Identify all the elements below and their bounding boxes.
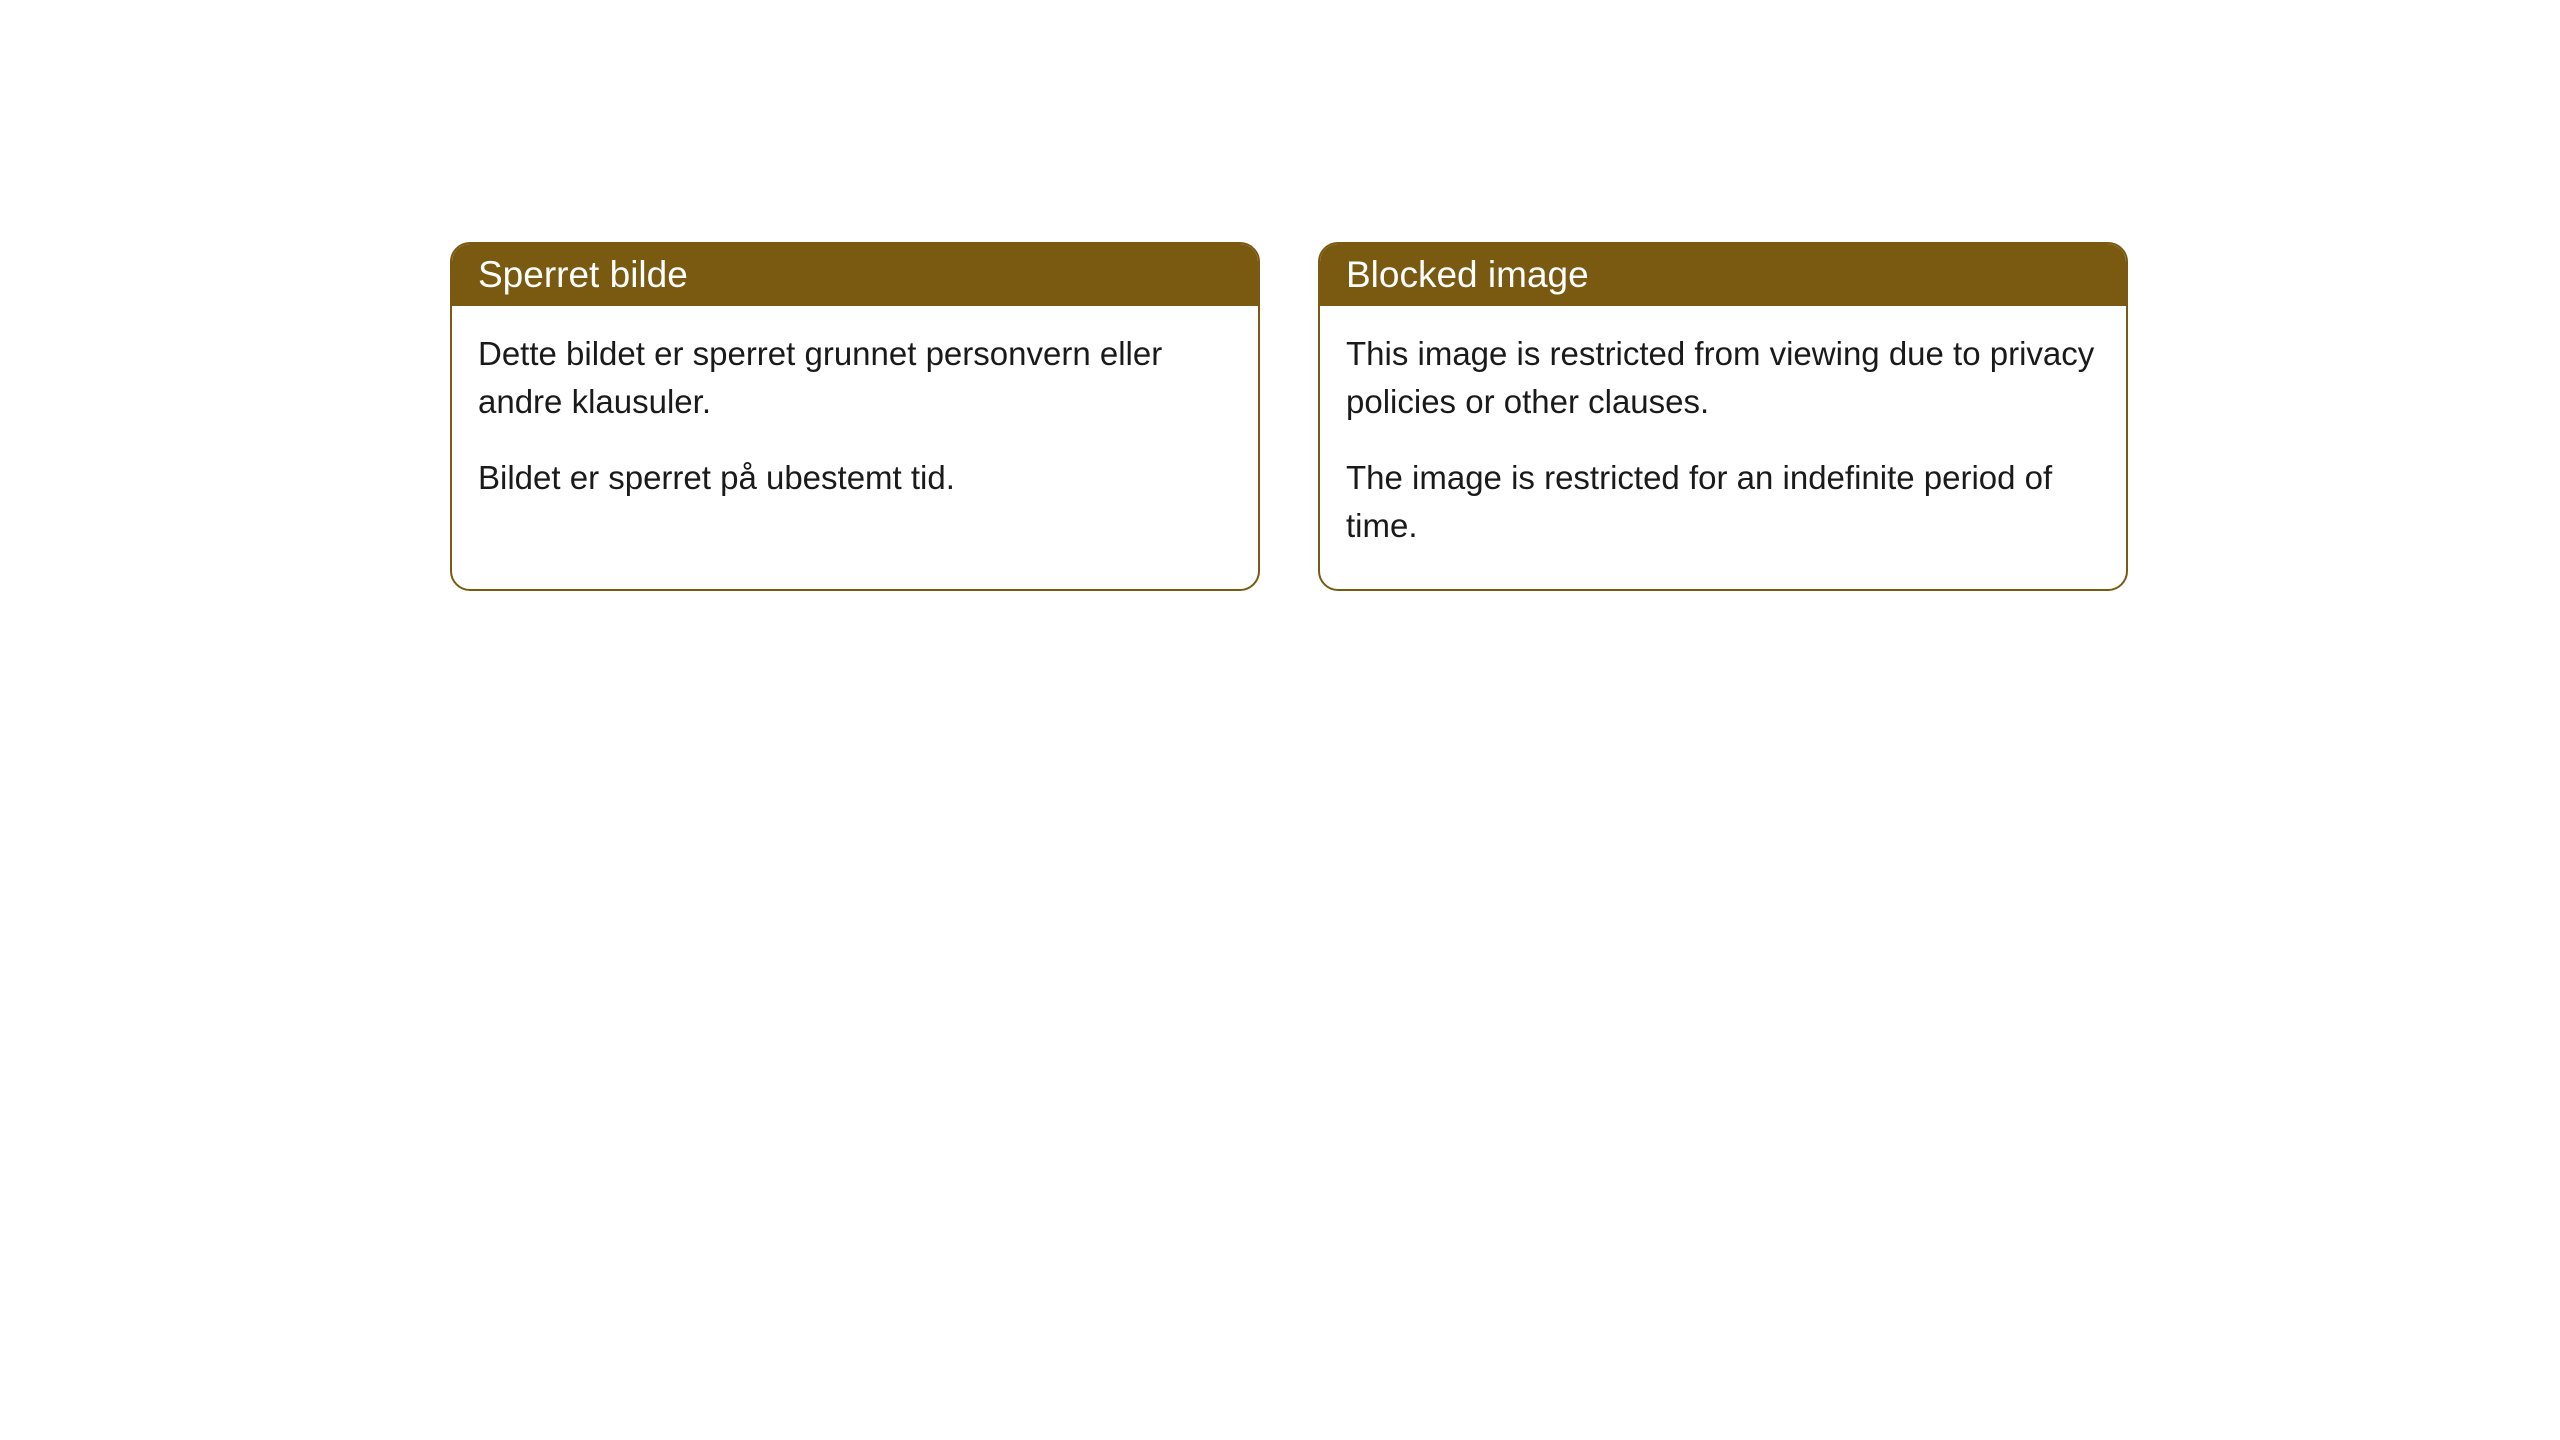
blocked-image-card-english: Blocked image This image is restricted f…: [1318, 242, 2128, 591]
card-paragraph: Dette bildet er sperret grunnet personve…: [478, 330, 1232, 426]
card-body: This image is restricted from viewing du…: [1320, 306, 2126, 589]
card-title: Blocked image: [1346, 254, 1589, 295]
blocked-image-card-norwegian: Sperret bilde Dette bildet er sperret gr…: [450, 242, 1260, 591]
card-paragraph: This image is restricted from viewing du…: [1346, 330, 2100, 426]
card-body: Dette bildet er sperret grunnet personve…: [452, 306, 1258, 542]
card-title: Sperret bilde: [478, 254, 688, 295]
card-header: Blocked image: [1320, 244, 2126, 306]
card-header: Sperret bilde: [452, 244, 1258, 306]
card-paragraph: The image is restricted for an indefinit…: [1346, 454, 2100, 550]
card-paragraph: Bildet er sperret på ubestemt tid.: [478, 454, 1232, 502]
cards-container: Sperret bilde Dette bildet er sperret gr…: [450, 242, 2128, 591]
